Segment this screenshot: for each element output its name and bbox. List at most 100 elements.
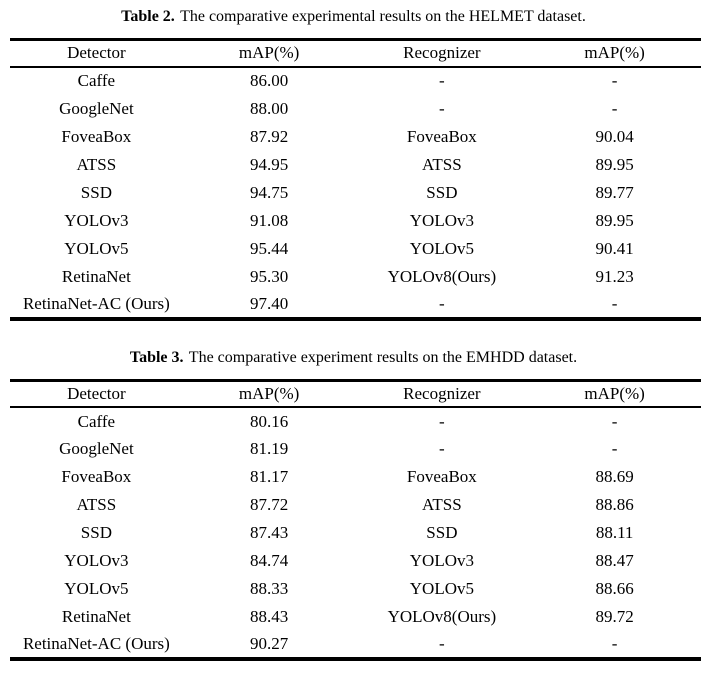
table-2-caption: Table 2. The comparative experimental res… xyxy=(0,6,707,28)
table-cell: Caffe xyxy=(77,411,116,431)
table-cell: - xyxy=(611,71,618,90)
table-2-body: Caffe 86.00 - - GoogleNet 88.00 - - FoveaBox 87.9… xyxy=(10,67,701,319)
column-header-recognizer: Recognizer xyxy=(355,380,529,408)
column-header-detector-map: mAP(%) xyxy=(182,39,356,68)
table-row: FoveaBox 87.92 FoveaBox 90.04 xyxy=(10,123,701,151)
table-cell: YOLOv5 xyxy=(409,579,474,598)
column-header-detector-map: mAP(%) xyxy=(182,380,356,408)
table-cell: ATSS xyxy=(422,495,462,514)
table-row: FoveaBox 81.17 FoveaBox 88.69 xyxy=(10,463,701,491)
table-cell: 91.08 xyxy=(250,210,289,230)
table-2-caption-label: Table 2. xyxy=(121,8,175,25)
table-cell: 87.72 xyxy=(250,495,289,514)
table-cell: ATSS xyxy=(422,154,462,174)
table-3-block: Table 3. The comparative experiment resul… xyxy=(0,347,707,661)
table-cell: 88.69 xyxy=(595,467,634,486)
table-row: SSD 94.75 SSD 89.77 xyxy=(10,179,701,207)
table-cell: - xyxy=(439,98,445,118)
table-cell: 89.72 xyxy=(595,607,634,626)
table-cell: YOLOv3 xyxy=(64,551,129,570)
table-cell: 88.00 xyxy=(250,98,289,118)
table-cell: 86.00 xyxy=(250,71,289,90)
table-cell: ATSS xyxy=(76,154,117,174)
table-cell: 90.27 xyxy=(250,634,289,653)
table-cell: 87.92 xyxy=(250,126,289,146)
table-cell: 81.17 xyxy=(250,467,289,486)
table-row: RetinaNet 95.30 YOLOv8(Ours) 91.23 xyxy=(10,263,701,291)
table-row: RetinaNet 88.43 YOLOv8(Ours) 89.72 xyxy=(10,603,701,631)
table-cell: FoveaBox xyxy=(61,126,132,146)
table-cell: - xyxy=(611,634,618,653)
table-cell: YOLOv3 xyxy=(64,210,129,230)
paper-page: Table 2. The comparative experimental res… xyxy=(0,6,707,661)
table-cell: 81.19 xyxy=(250,439,289,458)
table-cell: SSD xyxy=(80,182,112,202)
table-2-caption-text: The comparative experimental results on … xyxy=(180,8,586,25)
table-cell: FoveaBox xyxy=(61,467,132,486)
table-cell: FoveaBox xyxy=(406,126,477,146)
table-row: ATSS 94.95 ATSS 89.95 xyxy=(10,151,701,179)
table-cell: 84.74 xyxy=(250,551,289,570)
table-cell: 89.95 xyxy=(595,210,634,230)
table-cell: YOLOv5 xyxy=(64,238,129,258)
table-cell: 95.30 xyxy=(250,266,289,286)
table-cell: GoogleNet xyxy=(59,98,134,118)
table-cell: SSD xyxy=(426,523,458,542)
table-cell: 89.95 xyxy=(595,154,634,174)
table-cell: 80.16 xyxy=(250,411,289,431)
table-2-block: Table 2. The comparative experimental res… xyxy=(0,6,707,321)
table-cell: 90.04 xyxy=(595,126,634,146)
table-cell: 90.41 xyxy=(595,238,634,258)
table-cell: RetinaNet-AC (Ours) xyxy=(22,634,170,653)
table-row: GoogleNet 81.19 - - xyxy=(10,435,701,463)
table-cell: 89.77 xyxy=(595,182,634,202)
table-cell: - xyxy=(611,411,618,431)
table-cell: RetinaNet xyxy=(61,607,131,626)
table-row: RetinaNet-AC (Ours) 90.27 - - xyxy=(10,631,701,659)
table-row: YOLOv3 84.74 YOLOv3 88.47 xyxy=(10,547,701,575)
table-cell: SSD xyxy=(426,182,458,202)
table-row: SSD 87.43 SSD 88.11 xyxy=(10,519,701,547)
table-row: Caffe 86.00 - - xyxy=(10,67,701,95)
table-cell: 87.43 xyxy=(250,523,289,542)
table-cell: 88.33 xyxy=(250,579,289,598)
table-row: ATSS 87.72 ATSS 88.86 xyxy=(10,491,701,519)
column-header-recognizer: Recognizer xyxy=(355,39,529,68)
column-header-recognizer-map: mAP(%) xyxy=(528,39,701,68)
table-cell: 94.75 xyxy=(250,182,289,202)
table-cell: 97.40 xyxy=(250,293,289,313)
table-cell: YOLOv3 xyxy=(409,551,474,570)
table-row: Caffe 80.16 - - xyxy=(10,407,701,435)
table-cell: YOLOv8(Ours) xyxy=(387,266,497,286)
table-header-row: Detector mAP(%) Recognizer mAP(%) xyxy=(10,380,701,408)
table-cell: YOLOv5 xyxy=(64,579,129,598)
table-cell: - xyxy=(439,411,445,431)
table-cell: 88.86 xyxy=(595,495,634,514)
table-cell: GoogleNet xyxy=(59,439,134,458)
table-cell: 88.11 xyxy=(595,523,634,542)
table-2-helmet-results: Detector mAP(%) Recognizer mAP(%) Caffe 8… xyxy=(10,38,701,321)
table-3-caption-label: Table 3. xyxy=(129,348,184,366)
table-3-emhdd-results: Detector mAP(%) Recognizer mAP(%) Caffe 8… xyxy=(10,378,701,661)
table-cell: 88.43 xyxy=(250,607,289,626)
table-cell: - xyxy=(611,439,618,458)
table-cell: - xyxy=(439,293,445,313)
table-cell: SSD xyxy=(80,523,112,542)
column-header-detector: Detector xyxy=(10,39,183,68)
table-cell: 95.44 xyxy=(250,238,289,258)
table-cell: - xyxy=(611,98,618,118)
table-row: GoogleNet 88.00 - - xyxy=(10,95,701,123)
table-cell: YOLOv3 xyxy=(409,210,474,230)
table-cell: - xyxy=(439,634,445,653)
table-cell: YOLOv5 xyxy=(409,238,474,258)
table-cell: ATSS xyxy=(76,495,117,514)
table-cell: RetinaNet-AC (Ours) xyxy=(22,293,170,313)
table-cell: Caffe xyxy=(77,71,116,90)
table-row: RetinaNet-AC (Ours) 97.40 - - xyxy=(10,291,701,319)
column-header-detector: Detector xyxy=(10,380,183,408)
table-cell: YOLOv8(Ours) xyxy=(387,607,497,626)
table-cell: 91.23 xyxy=(595,266,634,286)
column-header-recognizer-map: mAP(%) xyxy=(528,380,701,408)
table-cell: FoveaBox xyxy=(406,467,477,486)
table-header-row: Detector mAP(%) Recognizer mAP(%) xyxy=(10,39,701,68)
